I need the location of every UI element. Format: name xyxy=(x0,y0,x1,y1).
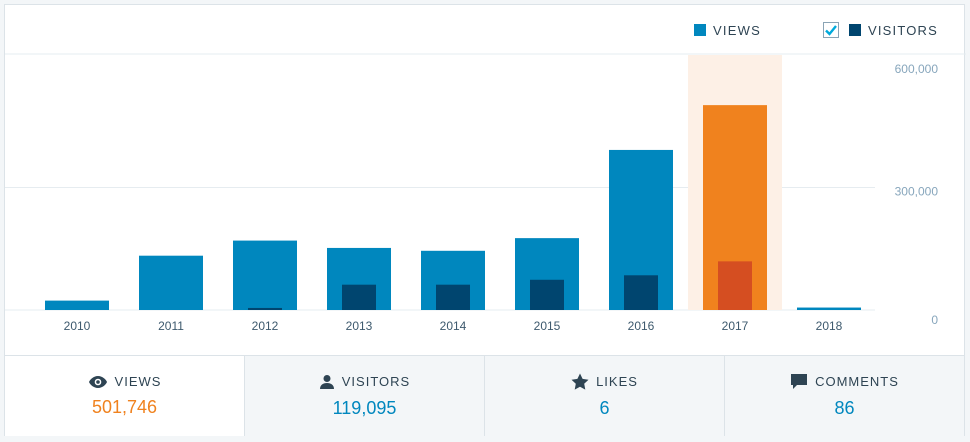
legend-views[interactable]: VIEWS xyxy=(694,23,761,38)
views-bar-2010 xyxy=(45,300,109,310)
x-tick-label: 2017 xyxy=(722,319,749,333)
stats-summary: VIEWS 501,746 VISITORS 119,095 LIKES 6 C… xyxy=(5,355,964,436)
views-bar-2011 xyxy=(139,255,203,310)
visitors-checkbox[interactable] xyxy=(822,22,839,38)
views-bar-2012 xyxy=(233,240,297,310)
x-tick-label: 2015 xyxy=(534,319,561,333)
x-tick-label: 2010 xyxy=(64,319,91,333)
stat-comments[interactable]: COMMENTS 86 xyxy=(724,356,964,436)
y-tick-label: 300,000 xyxy=(895,185,939,199)
chart-legend: VIEWS VISITORS xyxy=(682,5,964,55)
stat-views[interactable]: VIEWS 501,746 xyxy=(5,356,244,436)
y-tick-label: 0 xyxy=(931,313,938,327)
legend-views-label: VIEWS xyxy=(713,22,761,38)
star-icon xyxy=(571,373,589,390)
stat-views-label: VIEWS xyxy=(114,374,162,389)
stat-comments-value: 86 xyxy=(834,398,855,418)
legend-visitors-label: VISITORS xyxy=(867,22,938,38)
x-tick-label: 2011 xyxy=(158,319,184,333)
x-tick-label: 2014 xyxy=(440,319,467,333)
visitors-bar-2014 xyxy=(436,284,470,310)
stat-visitors-label: VISITORS xyxy=(341,374,411,389)
x-tick-label: 2012 xyxy=(252,319,279,333)
x-tick-label: 2013 xyxy=(346,319,373,333)
y-tick-label: 600,000 xyxy=(895,62,939,76)
person-icon xyxy=(319,374,334,389)
visitors-bar-2016 xyxy=(624,275,658,310)
visitors-bar-2013 xyxy=(342,284,376,310)
stat-likes-label: LIKES xyxy=(596,374,638,389)
stat-likes-value: 6 xyxy=(599,398,610,418)
x-tick-label: 2016 xyxy=(628,319,655,333)
stat-comments-label: COMMENTS xyxy=(815,374,899,389)
stat-views-value: 501,746 xyxy=(91,397,158,417)
visitors-bar-2017 xyxy=(718,261,752,310)
bar-chart: 600,000 300,000 0 2010 2011 2012 2013 2014 2015 2… xyxy=(5,53,966,333)
checkmark-icon xyxy=(825,25,837,36)
visitors-bar-2015 xyxy=(530,279,564,310)
x-tick-label: 2018 xyxy=(816,319,843,333)
stats-card: 600,000 300,000 0 2010 2011 2012 2013 2014 2015 2… xyxy=(4,4,966,436)
views-swatch xyxy=(694,24,707,36)
legend-visitors[interactable]: VISITORS xyxy=(773,22,938,38)
stat-likes[interactable]: LIKES 6 xyxy=(484,356,724,436)
views-bar-2018 xyxy=(797,307,861,310)
stat-visitors[interactable]: VISITORS 119,095 xyxy=(244,356,484,436)
visitors-bar-2012 xyxy=(248,307,282,310)
eye-icon xyxy=(88,375,107,388)
visitors-swatch xyxy=(848,24,861,36)
stat-visitors-value: 119,095 xyxy=(332,397,397,418)
comment-icon xyxy=(791,374,808,389)
